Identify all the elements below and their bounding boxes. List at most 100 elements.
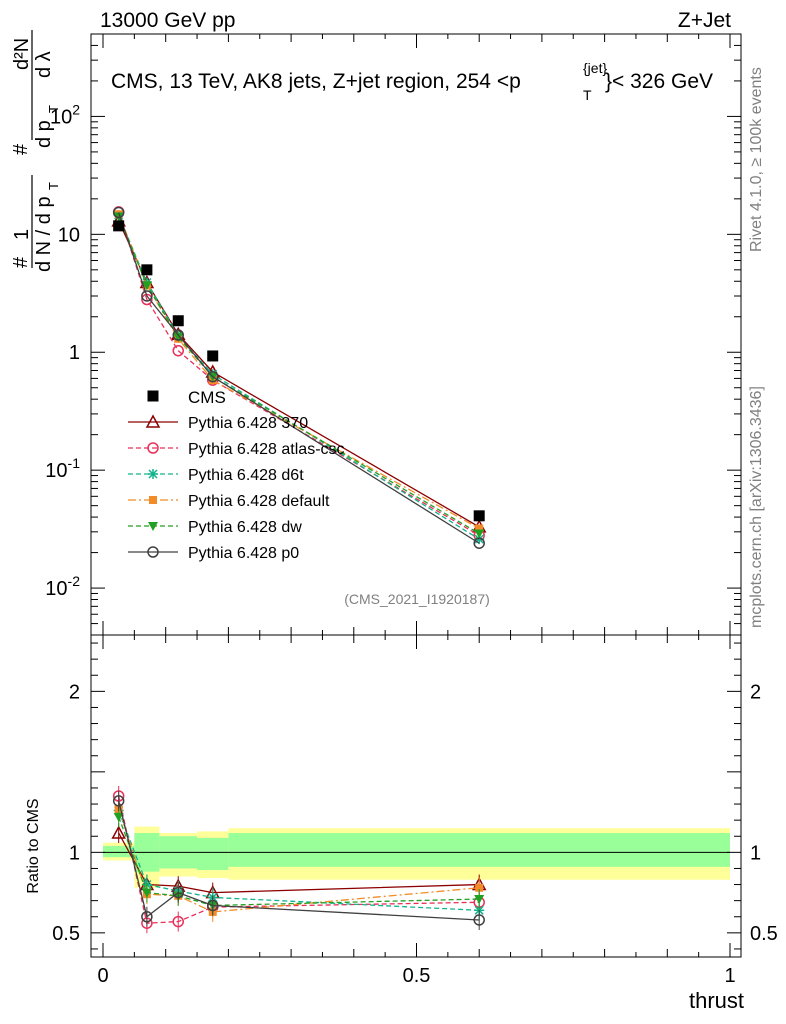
- svg-text:d p: d p: [33, 120, 55, 148]
- main-series-point: [473, 537, 485, 549]
- legend-entry-2: Pythia 6.428 d6t: [128, 467, 304, 484]
- svg-text:d N / d p: d N / d p: [33, 196, 55, 272]
- legend-entry-1: Pythia 6.428 atlas-csc: [128, 441, 345, 458]
- y-tick-label: 102: [50, 101, 80, 128]
- ratio-series-point: [206, 899, 219, 912]
- main-y-axis-label: # 1 d N / d p T # d²N d p T d λ: [10, 30, 61, 272]
- legend-entry-0: Pythia 6.428 370: [128, 414, 308, 432]
- legend-marker: [147, 546, 159, 558]
- x-tick-label: 0: [97, 965, 108, 987]
- main-series-line: [118, 212, 480, 544]
- legend-label: Pythia 6.428 default: [188, 493, 330, 510]
- data-point: [207, 350, 219, 362]
- x-tick-label: 1: [724, 965, 735, 987]
- ratio-band-inner: [197, 837, 229, 871]
- ratio-band-inner: [228, 833, 730, 867]
- ratio-y-tick-label-right: 2: [750, 681, 761, 703]
- svg-text:d²N: d²N: [11, 38, 33, 70]
- plot-title-sup: {jet}: [583, 60, 607, 76]
- main-series-point: [141, 290, 153, 302]
- ratio-series-point: [473, 914, 485, 926]
- legend-marker: [147, 390, 159, 402]
- main-series-line: [118, 216, 480, 535]
- ratio-band-inner: [103, 845, 135, 858]
- ratio-series-point: [474, 895, 485, 905]
- ratio-plot-frame: [90, 634, 742, 958]
- legend-label: Pythia 6.428 dw: [188, 519, 302, 536]
- x-axis-label: thrust: [689, 988, 744, 1013]
- data-point: [113, 220, 125, 232]
- header-left: 13000 GeV pp: [100, 9, 235, 32]
- ratio-series-point: [141, 911, 153, 923]
- ratio-y-tick-label-right: 0.5: [750, 923, 778, 945]
- ratio-series-point: [172, 886, 184, 899]
- legend-entry-data: CMS: [147, 388, 226, 407]
- y-tick-label: 10: [58, 224, 80, 246]
- plot-title: CMS, 13 TeV, AK8 jets, Z+jet region, 254…: [111, 60, 713, 103]
- legend-label: Pythia 6.428 370: [188, 415, 308, 432]
- legend-label: Pythia 6.428 d6t: [188, 467, 304, 484]
- ratio-series-point: [111, 825, 126, 839]
- legend-label: Pythia 6.428 p0: [188, 545, 299, 562]
- main-series-line: [118, 211, 480, 536]
- y-tick-label: 10-2: [45, 573, 80, 600]
- data-point: [473, 510, 485, 522]
- main-data-series: [113, 220, 485, 522]
- ratio-series-point: [475, 883, 484, 892]
- legend-marker: [148, 522, 158, 531]
- ratio-series-5: [112, 790, 485, 930]
- legend-marker: [148, 469, 158, 479]
- analysis-watermark: (CMS_2021_I1920187): [344, 591, 490, 607]
- main-series-point: [206, 370, 219, 383]
- legend-entry-3: Pythia 6.428 default: [128, 493, 330, 510]
- ratio-y-tick-label: 2: [69, 681, 80, 703]
- ratio-series-point: [172, 915, 184, 928]
- main-series-1: [112, 206, 485, 542]
- ratio-series-point: [113, 812, 124, 822]
- legend-label: CMS: [188, 388, 226, 407]
- y-tick-label: 1: [69, 342, 80, 364]
- plot-title-end: }< 326 GeV: [605, 70, 713, 93]
- main-series-3: [114, 210, 484, 533]
- main-series-0: [111, 213, 487, 533]
- svg-text:T: T: [46, 182, 61, 190]
- legend-marker: [145, 414, 161, 428]
- svg-text:d λ: d λ: [33, 51, 55, 78]
- side-label-bottom: mcplots.cern.ch [arXiv:1306.3436]: [748, 386, 765, 628]
- axes-ticks: 0 0.5 1 10-2 10-1 1 10 102 0.5 0.5 1 1 2 2: [45, 33, 778, 987]
- ratio-uncertainty-bands: [103, 826, 730, 888]
- main-series-point: [474, 529, 485, 539]
- legend: CMS Pythia 6.428 370 Pythia 6.428 atlas-cs…: [128, 388, 345, 562]
- legend-label: Pythia 6.428 atlas-csc: [188, 441, 345, 458]
- legend-marker: [149, 496, 157, 504]
- main-series-point: [112, 206, 125, 219]
- ratio-y-tick-label-right: 1: [750, 842, 761, 864]
- data-point: [141, 264, 153, 276]
- svg-text:T: T: [46, 105, 61, 113]
- ratio-series-layer: [111, 786, 487, 934]
- main-series-4: [113, 212, 485, 539]
- plot-title-main: CMS, 13 TeV, AK8 jets, Z+jet region, 254…: [111, 70, 521, 93]
- main-series-point: [475, 524, 484, 533]
- main-series-5: [112, 206, 485, 549]
- ratio-series-line: [118, 810, 480, 911]
- main-series-point: [141, 281, 152, 291]
- ratio-series-point: [141, 888, 152, 898]
- main-series-point: [172, 344, 184, 357]
- svg-text:1: 1: [11, 229, 33, 240]
- header-right: Z+Jet: [678, 9, 731, 32]
- svg-text:#: #: [10, 256, 32, 268]
- ratio-y-tick-label: 1: [69, 842, 80, 864]
- ratio-series-point: [112, 795, 125, 807]
- ratio-y-axis-label: Ratio to CMS: [25, 798, 42, 893]
- data-point: [172, 315, 184, 327]
- main-series-layer: [111, 206, 487, 549]
- plot-title-sub: T: [583, 87, 592, 103]
- x-tick-label: 0.5: [403, 965, 431, 987]
- svg-text:#: #: [10, 143, 32, 155]
- side-label-top: Rivet 4.1.0, ≥ 100k events: [748, 67, 765, 252]
- main-series-point: [173, 332, 184, 342]
- ratio-y-tick-label: 0.5: [52, 923, 80, 945]
- main-series-line: [118, 215, 480, 540]
